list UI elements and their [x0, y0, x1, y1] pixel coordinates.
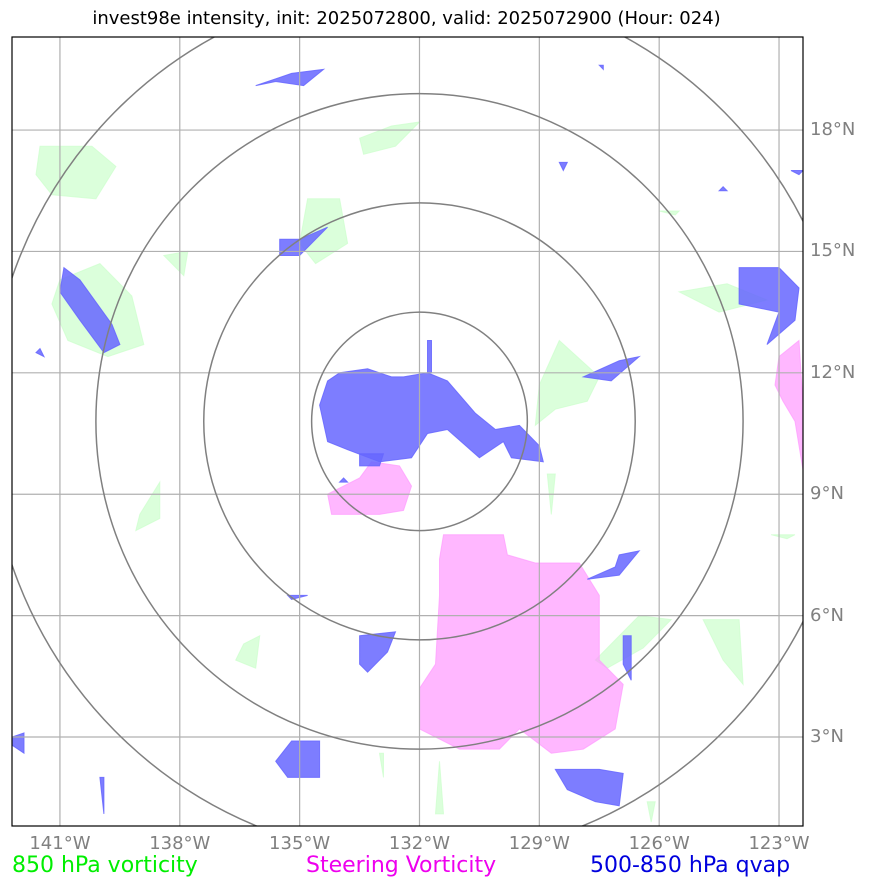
qvap-area [319, 368, 544, 463]
vorticity-850-area [770, 534, 796, 540]
qvap-area [35, 347, 46, 358]
vorticity-850-area [235, 634, 261, 669]
range-ring [310, 311, 529, 532]
steering-vorticity-area [419, 534, 624, 754]
longitude-tick-label: 138°W [149, 833, 211, 854]
longitude-tick-label: 141°W [29, 833, 91, 854]
vorticity-850-area [434, 761, 445, 815]
qvap-area [558, 161, 569, 172]
vorticity-850-area [702, 619, 744, 686]
qvap-area [717, 185, 729, 192]
latitude-tick-label: 15°N [810, 240, 856, 262]
qvap-area [99, 776, 105, 814]
vorticity-850-area [378, 752, 384, 778]
legend-850-vorticity: 850 hPa vorticity [12, 853, 198, 878]
qvap-area [554, 768, 624, 807]
legend-qvap: 500-850 hPa qvap [590, 853, 791, 878]
qvap-area [255, 68, 326, 87]
qvap-area [12, 732, 25, 755]
longitude-tick-label: 135°W [269, 833, 331, 854]
qvap-area [622, 635, 632, 681]
vorticity-850-area [162, 250, 189, 277]
map-title: invest98e intensity, init: 2025072800, v… [92, 8, 721, 29]
qvap-area [279, 226, 328, 256]
qvap-area [427, 340, 432, 374]
vorticity-850-area [534, 339, 600, 427]
range-rings [12, 37, 803, 826]
range-ring [203, 202, 636, 641]
qvap-area [275, 740, 321, 778]
contour-fields [12, 64, 803, 823]
latitude-tick-label: 18°N [810, 119, 856, 141]
qvap-area [738, 267, 800, 345]
vorticity-850-area [35, 145, 117, 200]
vorticity-850-area [135, 480, 161, 532]
longitude-tick-label: 129°W [508, 833, 570, 854]
longitude-tick-label: 126°W [628, 833, 690, 854]
gridlines [12, 37, 803, 826]
range-ring [95, 92, 744, 750]
vorticity-850-area [359, 121, 421, 155]
legend-steering-vorticity: Steering Vorticity [306, 853, 497, 878]
longitude-tick-label: 123°W [748, 833, 810, 854]
map-frame [11, 36, 804, 827]
qvap-area [790, 170, 803, 176]
vorticity-850-area [646, 801, 656, 823]
qvap-area [59, 266, 121, 354]
qvap-area [359, 453, 385, 467]
latitude-tick-label: 12°N [810, 361, 856, 383]
qvap-area [359, 631, 397, 673]
latitude-tick-label: 3°N [810, 725, 844, 747]
latitude-tick-label: 9°N [810, 483, 844, 505]
qvap-area [338, 477, 349, 483]
latitude-tick-label: 6°N [810, 604, 844, 626]
qvap-area [598, 64, 604, 71]
qvap-area [587, 550, 641, 580]
longitude-tick-label: 132°W [388, 833, 451, 854]
steering-vorticity-area [327, 461, 413, 515]
qvap-area [581, 355, 641, 382]
